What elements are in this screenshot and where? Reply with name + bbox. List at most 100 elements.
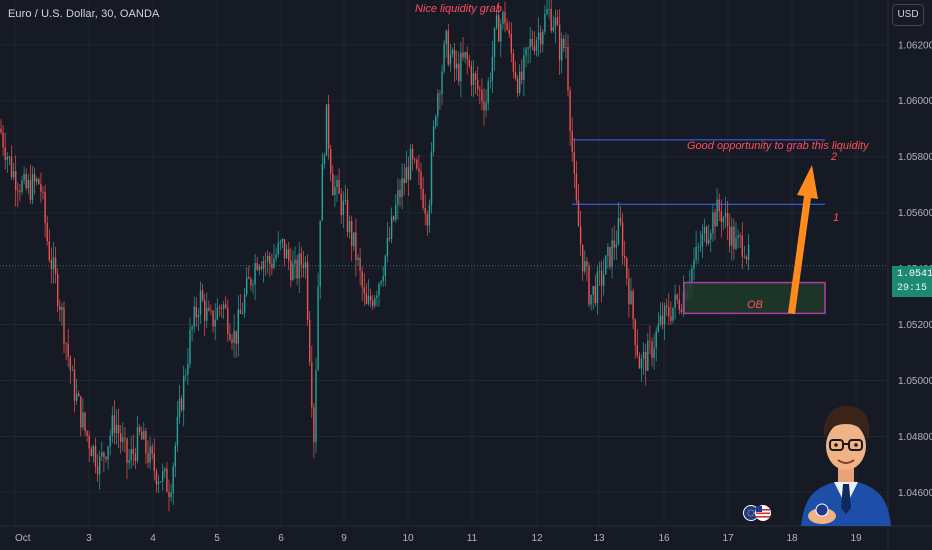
candle-down <box>338 168 340 195</box>
candle-down <box>40 172 42 203</box>
candle-up <box>460 41 462 98</box>
price-tick-label: 1.05000 <box>898 376 932 387</box>
candle-down <box>290 247 292 288</box>
candle-down <box>138 424 141 436</box>
candle-down <box>579 210 582 256</box>
candle-up <box>561 32 563 74</box>
candle-down <box>231 334 233 351</box>
candle-up <box>348 215 351 239</box>
time-tick-label: 19 <box>850 533 862 544</box>
candle-down <box>718 193 720 221</box>
candle-up <box>672 307 674 324</box>
candle-down <box>300 247 302 278</box>
candle-down <box>705 225 708 247</box>
candle-down <box>481 78 483 111</box>
candle-down <box>235 330 237 358</box>
time-axis[interactable]: Oct 3 4 5 6 9 10 11 12 13 16 17 18 19 <box>0 525 932 544</box>
candle-down <box>512 49 515 79</box>
bar-countdown: 29:15 <box>897 283 928 294</box>
candle-up <box>544 5 546 35</box>
candle-up <box>674 284 676 320</box>
candle-down <box>94 437 97 474</box>
candle-down <box>227 299 229 342</box>
candle-up <box>241 302 244 315</box>
candle-down <box>645 343 647 386</box>
candle-up <box>546 0 548 16</box>
candle-down <box>201 284 204 302</box>
candle-up <box>642 342 645 376</box>
candle-down <box>105 455 107 463</box>
candle-down <box>739 232 741 248</box>
candle-up <box>378 282 380 307</box>
candle-up <box>191 324 193 342</box>
candle-down <box>628 268 630 318</box>
candle-down <box>458 51 460 86</box>
candle-down <box>403 163 405 196</box>
candle-down <box>586 257 588 282</box>
symbol-title: Euro / U.S. Dollar, 30, OANDA <box>8 8 160 20</box>
candle-up <box>374 295 376 309</box>
candle-down <box>661 302 664 330</box>
candle-up <box>246 267 248 297</box>
candle-up <box>233 314 235 358</box>
price-tick-label: 1.06200 <box>898 40 932 51</box>
currency-button[interactable]: USD <box>892 4 924 26</box>
candle-down <box>134 447 137 469</box>
candle-down <box>271 253 273 276</box>
candle-up <box>731 217 733 261</box>
candle-down <box>624 240 626 266</box>
time-tick-label: 4 <box>150 533 156 544</box>
candle-up <box>735 222 737 251</box>
candle-down <box>462 37 464 61</box>
candle-down <box>477 66 479 96</box>
candle-up <box>697 242 699 264</box>
target-arrow[interactable] <box>788 165 818 314</box>
time-tick-label: 10 <box>402 533 414 544</box>
time-tick-label: 6 <box>278 533 284 544</box>
candle-up <box>640 354 643 383</box>
candle-up <box>397 178 399 220</box>
candle-down <box>399 179 401 207</box>
candle-down <box>306 254 309 327</box>
candle-down <box>96 453 99 482</box>
candle-down <box>420 162 422 201</box>
candle-up <box>435 114 437 130</box>
candle-down <box>582 244 584 282</box>
candle-down <box>439 89 441 111</box>
candle-up <box>535 36 538 57</box>
candle-up <box>724 196 727 228</box>
annotation-nice-liquidity-grab: Nice liquidity grab <box>415 3 502 15</box>
price-axis[interactable]: 1.046001.048001.050001.052001.054001.056… <box>887 0 932 550</box>
candle-down <box>59 299 61 322</box>
candle-down <box>569 86 571 146</box>
candle-up <box>27 174 29 195</box>
candle-up <box>319 220 321 300</box>
candle-up <box>605 255 607 275</box>
candle-up <box>21 175 23 195</box>
candle-up <box>432 120 435 157</box>
candle-up <box>428 199 431 233</box>
candle-up <box>456 50 458 81</box>
candle-up <box>493 27 496 71</box>
candle-down <box>38 177 40 185</box>
candle-up <box>615 230 617 260</box>
candle-down <box>521 59 523 85</box>
candle-down <box>132 434 134 466</box>
candle-down <box>533 31 536 55</box>
price-tick-label: 1.05600 <box>898 208 932 219</box>
candle-up <box>279 239 281 251</box>
order-block-zone[interactable] <box>683 281 826 315</box>
candle-down <box>720 199 722 238</box>
candle-down <box>54 246 57 284</box>
candle-down <box>145 427 147 465</box>
candle-up <box>267 250 269 274</box>
candle-down <box>422 176 424 211</box>
candle-up <box>183 365 185 427</box>
candle-down <box>414 157 416 164</box>
candle-down <box>558 9 561 76</box>
candle-down <box>212 309 214 333</box>
candle-down <box>15 155 17 207</box>
candle-down <box>340 188 342 224</box>
candle-down <box>57 268 59 313</box>
